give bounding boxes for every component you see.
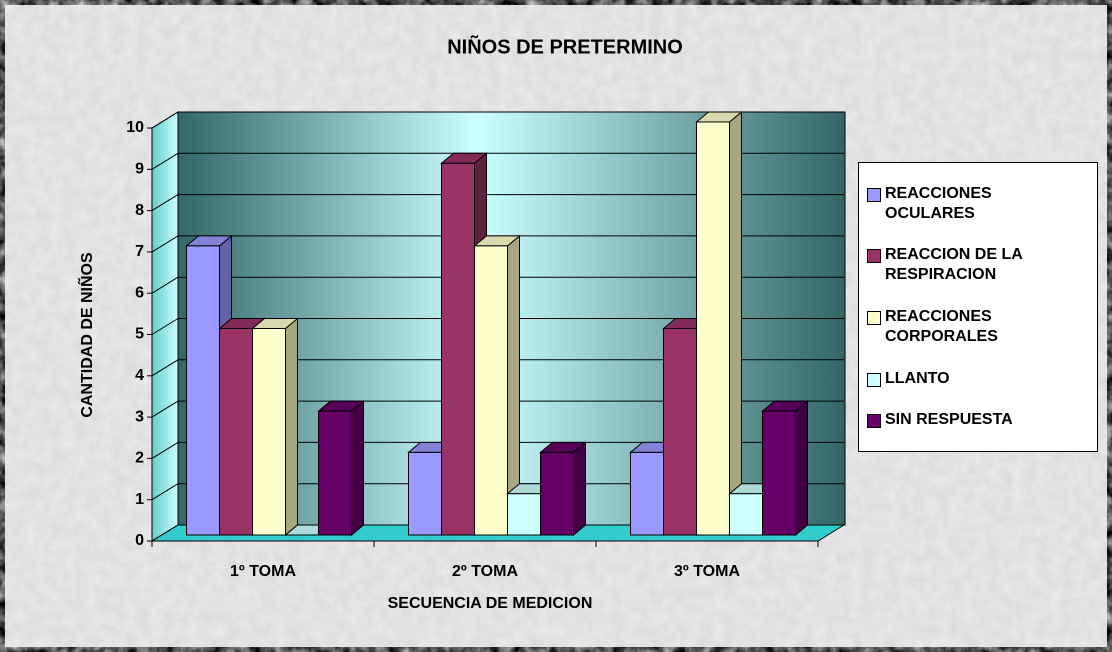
bar-front [219,328,253,536]
bar-side [573,441,586,537]
x-tick-label: 3º TOMA [674,563,740,580]
grid-line [151,400,179,418]
bar [695,110,743,537]
bar-front [441,162,475,536]
x-tick-label: 1º TOMA [230,563,296,580]
legend-entry: REACCION DE LA RESPIRACION [867,245,1089,285]
y-tick-label: 1 [135,491,144,508]
y-axis-title: CANTIDAD DE NIÑOS [76,252,96,418]
bar-front [762,410,796,536]
y-tick-label: 10 [126,119,144,136]
bar-front [696,121,730,536]
bar-side [351,400,364,537]
legend-swatch [867,414,881,429]
bar-side [729,110,742,537]
y-tick-label: 9 [135,161,144,178]
bar [251,317,299,537]
grid-line [151,276,179,294]
legend-swatch [867,249,881,264]
bar [761,400,809,537]
grid-line [151,152,179,170]
grid-line [151,235,179,253]
bar [317,400,365,537]
legend-entry: LLANTO [867,369,1089,389]
bar-front [408,451,442,536]
legend-swatch [867,372,881,387]
bar-front [318,410,352,536]
grid-line [151,524,179,542]
y-tick-label: 6 [135,284,144,301]
bar-front [663,328,697,536]
chart-title: NIÑOS DE PRETERMINO [447,35,683,58]
grid-line [151,111,179,129]
y-tick-label: 2 [135,450,144,467]
y-tick-label: 8 [135,202,144,219]
grid-line [151,359,179,377]
bar-side [285,317,298,537]
legend-label: REACCIONES CORPORALES [885,307,998,345]
legend-label: REACCION DE LA RESPIRACION [885,246,1023,284]
bar-front [252,328,286,536]
bar [539,441,587,537]
bar-front [507,493,541,536]
bar-front [630,451,664,536]
bar-front [186,245,220,536]
y-tick-label: 0 [135,532,144,549]
legend-entry: REACCIONES CORPORALES [867,307,1089,347]
y-tick-label: 3 [135,408,144,425]
legend-swatch [867,187,881,202]
grid-line [151,441,179,459]
bar-front [540,451,574,536]
y-tick-label: 4 [135,367,144,384]
plot-area: 0 1 2 3 4 5 6 7 8 9 10 1º TOMA 2º TOMA 3º TOMA [126,110,846,580]
grid-line [151,194,179,212]
bar-front [729,493,763,536]
bar-side [795,400,808,537]
x-tick-label: 2º TOMA [452,563,518,580]
legend-label: REACCIONES OCULARES [885,184,992,222]
legend: REACCIONES OCULARES REACCION DE LA RESPIR… [858,162,1098,452]
bar-front [474,245,508,536]
legend-label: SIN RESPUESTA [885,411,1013,429]
bar [473,234,521,537]
legend-entry: SIN RESPUESTA [867,410,1089,430]
y-tick-label: 5 [135,326,144,343]
grid-line [151,483,179,501]
y-tick-label: 7 [135,243,144,260]
legend-label: LLANTO [885,369,950,387]
x-axis-title: SECUENCIA DE MEDICION [388,595,593,612]
legend-swatch [867,310,881,325]
legend-entry: REACCIONES OCULARES [867,184,1089,224]
grid-line [151,318,179,335]
